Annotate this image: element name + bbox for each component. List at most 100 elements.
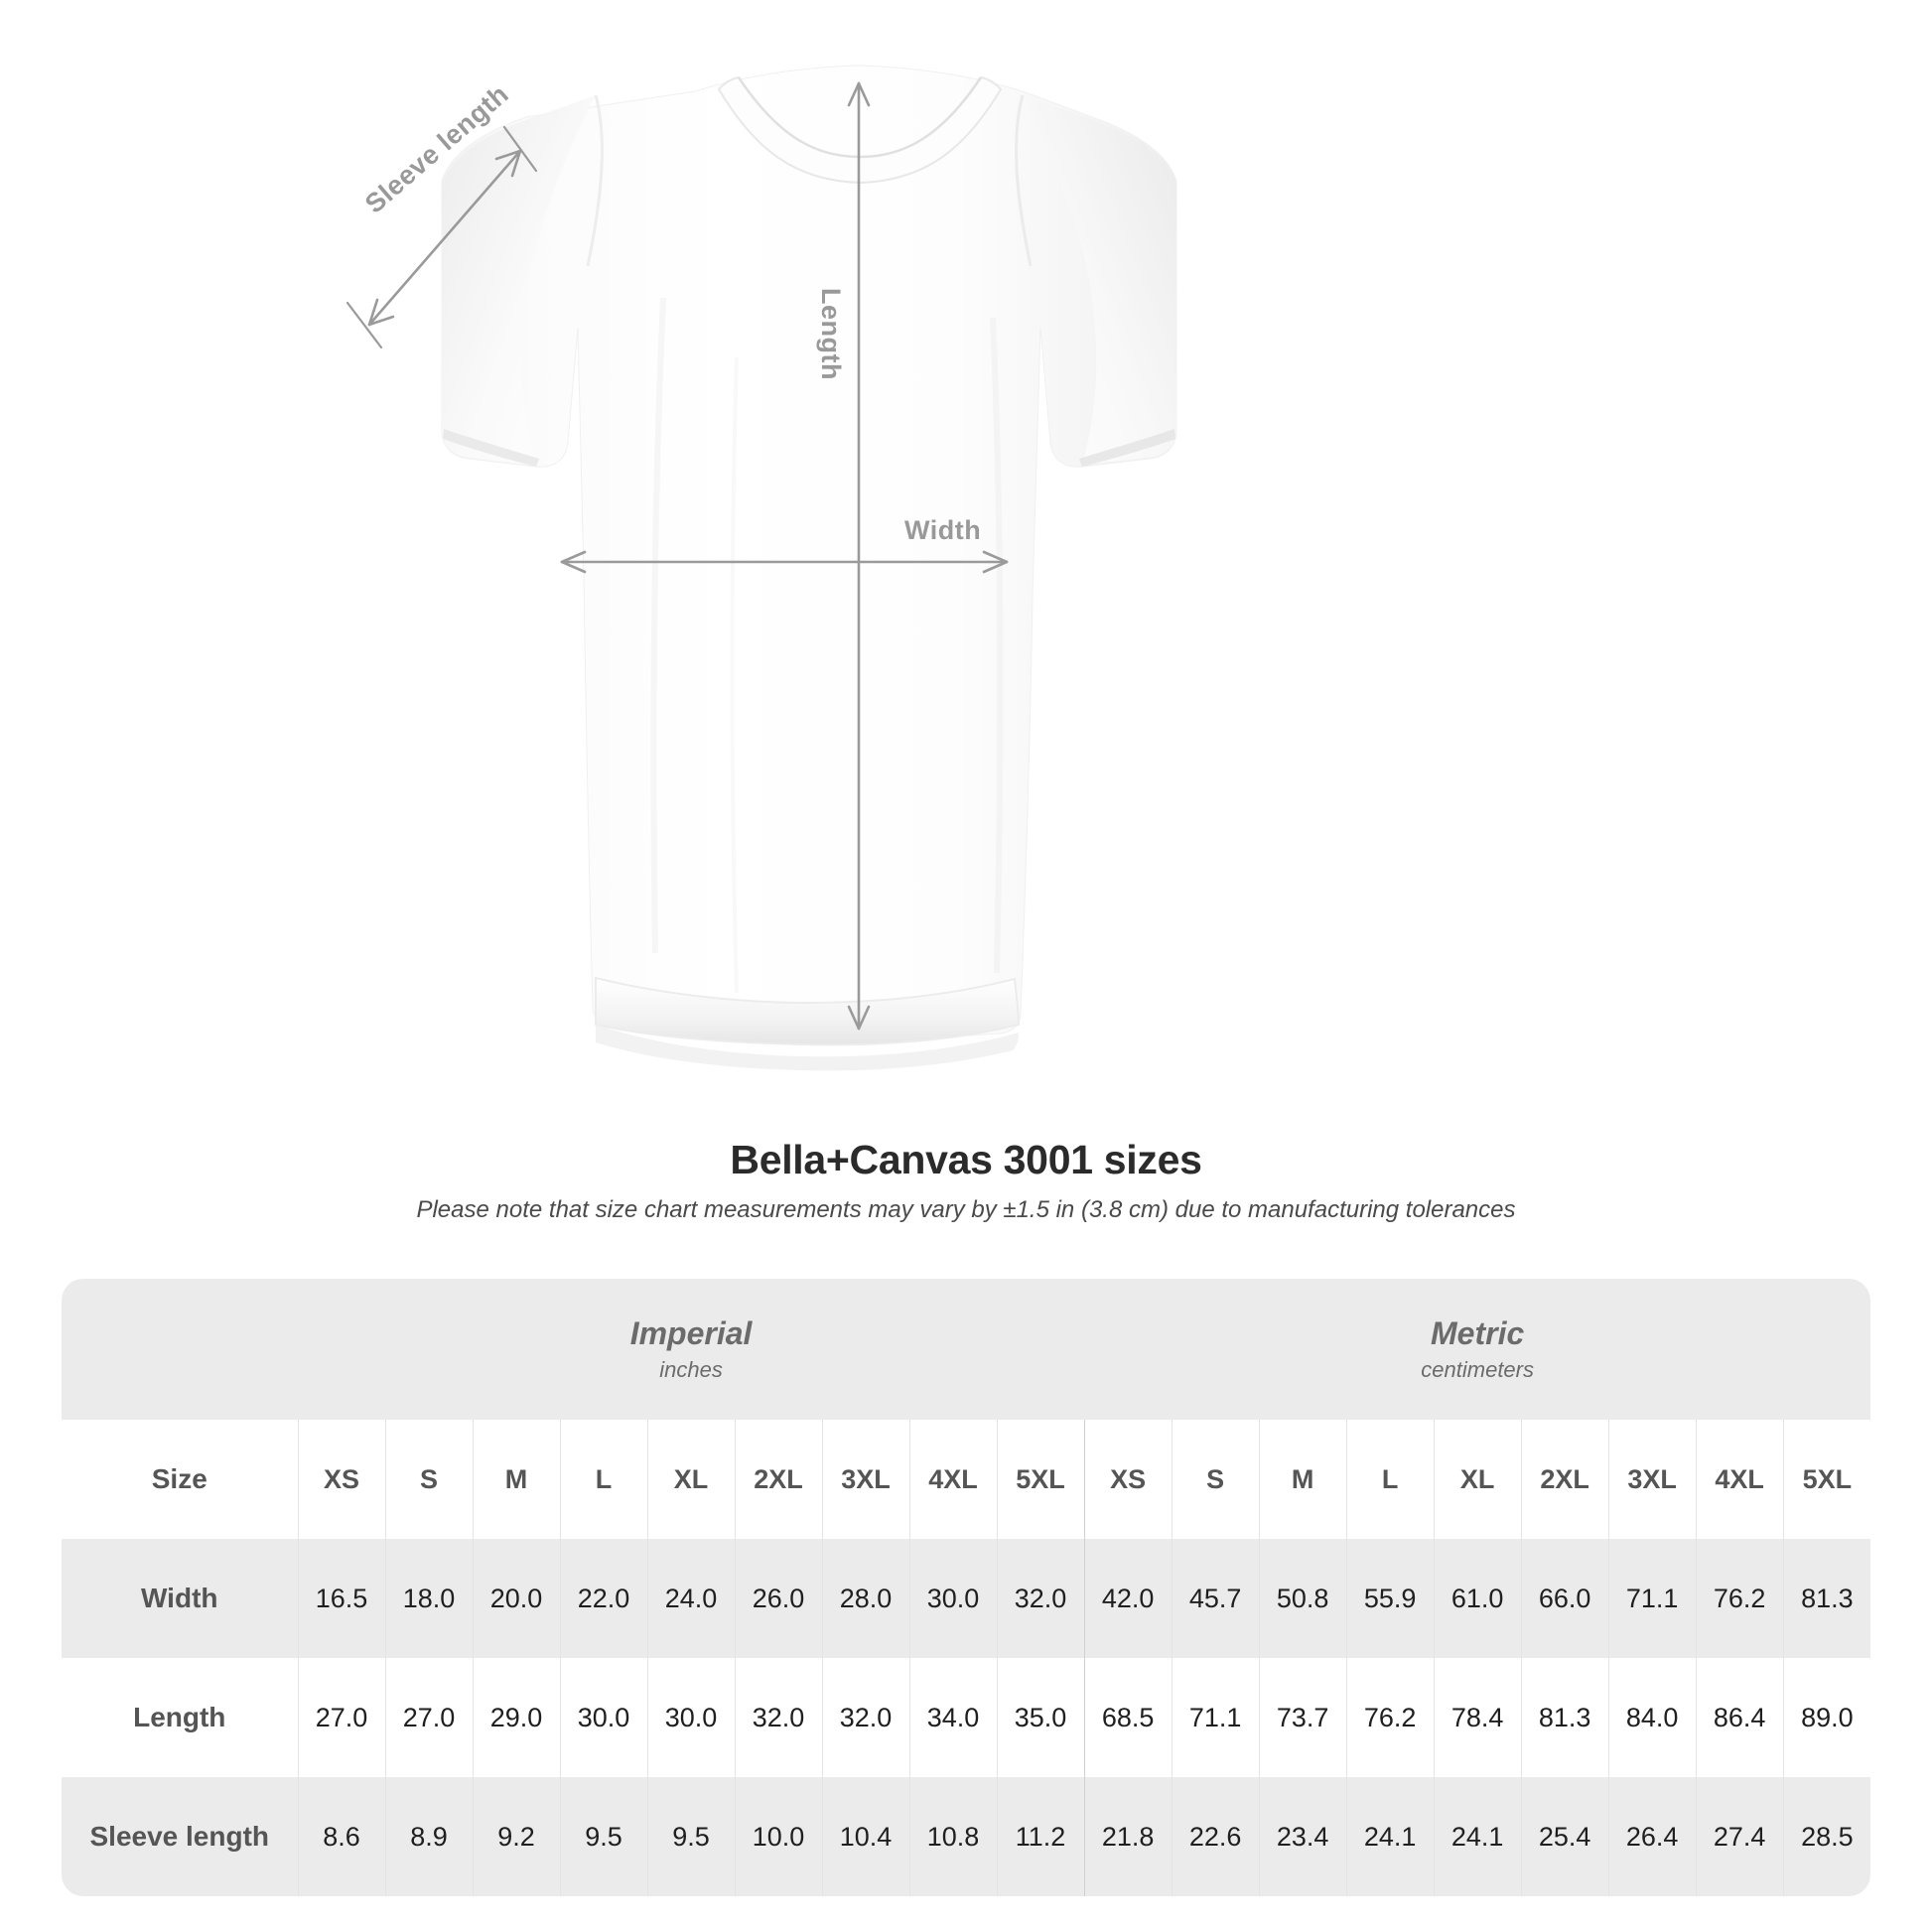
- cell-width-imperial-m: 20.0: [472, 1539, 560, 1658]
- cell-sleeve-length-imperial-2xl: 10.0: [734, 1777, 822, 1896]
- size-header-metric-l: L: [1345, 1420, 1435, 1539]
- width-dimension-label: Width: [904, 515, 982, 545]
- size-header-imperial-4xl: 4XL: [908, 1420, 997, 1539]
- cell-sleeve-length-imperial-xs: 8.6: [297, 1777, 385, 1896]
- cell-width-metric-3xl: 71.1: [1607, 1539, 1697, 1658]
- cell-sleeve-length-imperial-3xl: 10.4: [821, 1777, 909, 1896]
- shirt-body: [441, 65, 1177, 1071]
- cell-length-metric-l: 76.2: [1345, 1658, 1435, 1777]
- cell-length-imperial-4xl: 34.0: [908, 1658, 997, 1777]
- cell-length-imperial-l: 30.0: [559, 1658, 647, 1777]
- cell-length-metric-3xl: 84.0: [1607, 1658, 1697, 1777]
- unit-group-name: Metric: [1431, 1315, 1525, 1352]
- size-header-metric-4xl: 4XL: [1695, 1420, 1784, 1539]
- size-chart-heading: Bella+Canvas 3001 sizes Please note that…: [0, 1137, 1932, 1225]
- cell-width-metric-xl: 61.0: [1433, 1539, 1522, 1658]
- cell-sleeve-length-imperial-l: 9.5: [559, 1777, 647, 1896]
- cell-sleeve-length-metric-m: 23.4: [1258, 1777, 1347, 1896]
- size-header-imperial-s: S: [384, 1420, 473, 1539]
- cell-length-imperial-xs: 27.0: [297, 1658, 385, 1777]
- cell-width-metric-4xl: 76.2: [1695, 1539, 1784, 1658]
- cell-sleeve-length-metric-xs: 21.8: [1083, 1777, 1173, 1896]
- cell-sleeve-length-metric-2xl: 25.4: [1520, 1777, 1609, 1896]
- cell-length-metric-4xl: 86.4: [1695, 1658, 1784, 1777]
- size-header-metric-s: S: [1171, 1420, 1260, 1539]
- cell-width-imperial-3xl: 28.0: [821, 1539, 909, 1658]
- size-header-imperial-xs: XS: [297, 1420, 385, 1539]
- table-row: Sleeve length 8.6 8.9 9.2 9.5 9.5 10.0 10.4 10.8…: [62, 1777, 1871, 1896]
- cell-width-metric-xs: 42.0: [1083, 1539, 1173, 1658]
- size-chart-table: Imperial inches Metric centimeters Size XS S M L…: [62, 1279, 1871, 1896]
- cell-length-metric-5xl: 89.0: [1782, 1658, 1871, 1777]
- cell-sleeve-length-metric-s: 22.6: [1171, 1777, 1260, 1896]
- measurement-row-label: Sleeve length: [62, 1777, 298, 1896]
- unit-group-imperial: Imperial inches: [298, 1279, 1085, 1420]
- size-chart-table-container: Imperial inches Metric centimeters Size XS S M L…: [62, 1279, 1871, 1896]
- cell-sleeve-length-metric-5xl: 28.5: [1782, 1777, 1871, 1896]
- cell-width-imperial-s: 18.0: [384, 1539, 473, 1658]
- size-header-metric-m: M: [1258, 1420, 1347, 1539]
- size-header-metric-2xl: 2XL: [1520, 1420, 1609, 1539]
- table-row: Length 27.0 27.0 29.0 30.0 30.0 32.0 32.0 34.0 35…: [62, 1658, 1871, 1777]
- cell-sleeve-length-metric-4xl: 27.4: [1695, 1777, 1784, 1896]
- cell-sleeve-length-imperial-4xl: 10.8: [908, 1777, 997, 1896]
- size-header-metric-xl: XL: [1433, 1420, 1522, 1539]
- cell-sleeve-length-imperial-5xl: 11.2: [996, 1777, 1085, 1896]
- length-dimension-label: Length: [816, 288, 846, 380]
- cell-width-imperial-xs: 16.5: [297, 1539, 385, 1658]
- unit-system-header-row: Imperial inches Metric centimeters: [62, 1279, 1871, 1420]
- tshirt-measurement-diagram: Sleeve length Length Width: [345, 65, 1177, 1071]
- cell-width-metric-2xl: 66.0: [1520, 1539, 1609, 1658]
- tshirt-illustration: [345, 65, 1177, 1071]
- cell-sleeve-length-imperial-m: 9.2: [472, 1777, 560, 1896]
- unit-group-subtitle: inches: [659, 1356, 723, 1382]
- cell-length-imperial-m: 29.0: [472, 1658, 560, 1777]
- cell-sleeve-length-metric-l: 24.1: [1345, 1777, 1435, 1896]
- cell-length-metric-2xl: 81.3: [1520, 1658, 1609, 1777]
- cell-width-metric-m: 50.8: [1258, 1539, 1347, 1658]
- cell-sleeve-length-imperial-s: 8.9: [384, 1777, 473, 1896]
- cell-sleeve-length-imperial-xl: 9.5: [646, 1777, 735, 1896]
- cell-length-imperial-2xl: 32.0: [734, 1658, 822, 1777]
- size-header-metric-3xl: 3XL: [1607, 1420, 1697, 1539]
- size-header-imperial-3xl: 3XL: [821, 1420, 909, 1539]
- cell-length-imperial-5xl: 35.0: [996, 1658, 1085, 1777]
- size-header-metric-5xl: 5XL: [1782, 1420, 1871, 1539]
- table-corner-spacer: [62, 1279, 298, 1420]
- cell-width-metric-l: 55.9: [1345, 1539, 1435, 1658]
- width-arrow: [560, 550, 1009, 574]
- table-row: Width 16.5 18.0 20.0 22.0 24.0 26.0 28.0 30.0 32.…: [62, 1539, 1871, 1658]
- length-arrow: [847, 81, 871, 1031]
- size-header-imperial-l: L: [559, 1420, 647, 1539]
- size-column-header: Size: [62, 1420, 298, 1539]
- tolerance-note: Please note that size chart measurements…: [416, 1196, 1516, 1224]
- unit-group-name: Imperial: [629, 1315, 753, 1352]
- cell-width-metric-s: 45.7: [1171, 1539, 1260, 1658]
- cell-width-imperial-xl: 24.0: [646, 1539, 735, 1658]
- measurement-row-label: Length: [62, 1658, 298, 1777]
- cell-sleeve-length-metric-3xl: 26.4: [1607, 1777, 1697, 1896]
- cell-length-imperial-s: 27.0: [384, 1658, 473, 1777]
- size-header-imperial-xl: XL: [646, 1420, 735, 1539]
- size-header-imperial-m: M: [472, 1420, 560, 1539]
- size-header-imperial-2xl: 2XL: [734, 1420, 822, 1539]
- cell-width-metric-5xl: 81.3: [1782, 1539, 1871, 1658]
- cell-width-imperial-4xl: 30.0: [908, 1539, 997, 1658]
- cell-length-imperial-xl: 30.0: [646, 1658, 735, 1777]
- cell-length-imperial-3xl: 32.0: [821, 1658, 909, 1777]
- cell-width-imperial-l: 22.0: [559, 1539, 647, 1658]
- size-header-metric-xs: XS: [1083, 1420, 1173, 1539]
- size-header-imperial-5xl: 5XL: [996, 1420, 1085, 1539]
- dimension-lines: [345, 81, 1009, 1031]
- page-title: Bella+Canvas 3001 sizes: [730, 1137, 1202, 1182]
- cell-length-metric-m: 73.7: [1258, 1658, 1347, 1777]
- cell-length-metric-xs: 68.5: [1083, 1658, 1173, 1777]
- size-header-row: Size XS S M L XL 2XL 3XL 4XL 5XL XS S M L XL 2XL 3XL 4XL 5…: [62, 1420, 1871, 1539]
- sleeve-length-arrow: [345, 125, 538, 349]
- unit-group-subtitle: centimeters: [1421, 1356, 1534, 1382]
- cell-width-imperial-2xl: 26.0: [734, 1539, 822, 1658]
- cell-width-imperial-5xl: 32.0: [996, 1539, 1085, 1658]
- unit-group-metric: Metric centimeters: [1084, 1279, 1871, 1420]
- cell-sleeve-length-metric-xl: 24.1: [1433, 1777, 1522, 1896]
- cell-length-metric-s: 71.1: [1171, 1658, 1260, 1777]
